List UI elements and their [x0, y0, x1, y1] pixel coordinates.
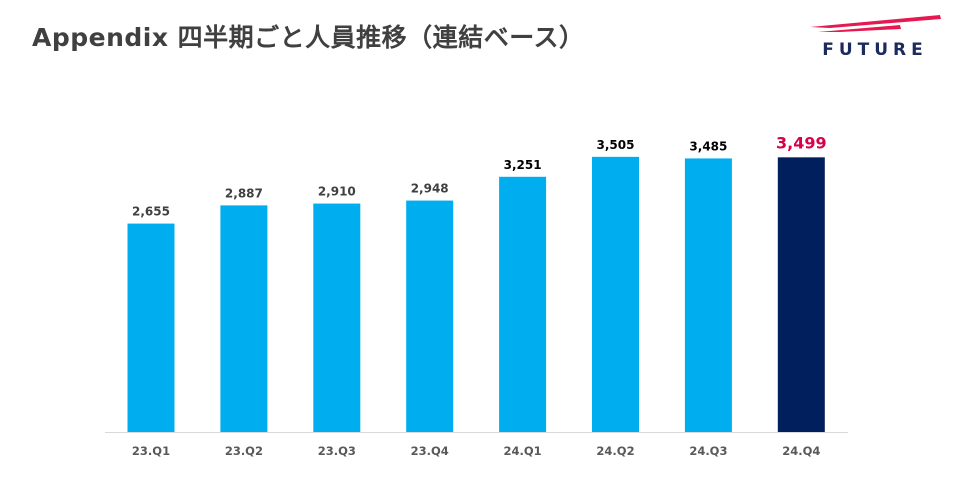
bar-24.Q4: [777, 157, 825, 433]
x-tick-label: 23.Q2: [225, 444, 263, 458]
x-tick-label: 23.Q1: [132, 444, 170, 458]
x-tick-label: 23.Q3: [318, 444, 356, 458]
bar-24.Q3: [684, 158, 732, 433]
x-tick-label: 24.Q1: [504, 444, 542, 458]
bar-23.Q4: [406, 200, 454, 432]
data-label: 2,887: [225, 186, 263, 200]
bar-24.Q2: [592, 156, 639, 433]
data-label: 3,505: [597, 138, 635, 152]
future-logo: FUTURE: [800, 10, 950, 65]
x-tick-label: 24.Q4: [782, 444, 820, 458]
logo-text: FUTURE: [822, 40, 928, 60]
x-tick-label: 23.Q4: [411, 444, 449, 458]
data-label: 2,655: [132, 205, 170, 219]
bar-23.Q2: [220, 205, 268, 432]
bar-23.Q3: [313, 203, 361, 432]
x-tick-label: 24.Q2: [596, 444, 634, 458]
data-label: 3,251: [504, 158, 542, 172]
data-label: 2,910: [318, 185, 356, 199]
x-tick-label: 24.Q3: [689, 444, 727, 458]
bar-24.Q1: [499, 176, 547, 432]
bar-23.Q1: [127, 223, 175, 432]
data-label: 3,485: [689, 139, 727, 153]
data-label: 2,948: [411, 182, 449, 196]
page-title: Appendix 四半期ごと人員推移（連結ベース）: [32, 23, 585, 52]
data-label: 3,499: [776, 133, 827, 152]
logo-streak-lower: [818, 25, 901, 32]
logo-streak-upper: [810, 15, 941, 28]
